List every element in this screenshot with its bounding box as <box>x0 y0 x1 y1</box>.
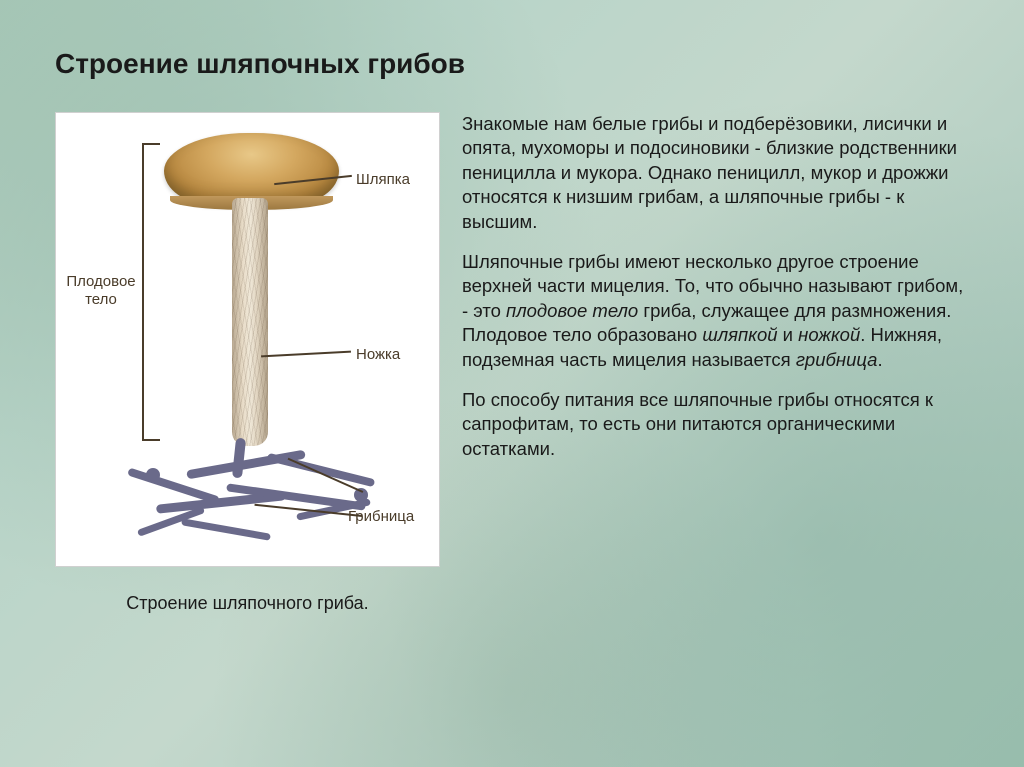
mycelium-label: Грибница <box>348 508 414 525</box>
p2-term-stem: ножкой <box>798 324 860 345</box>
fruitbody-bracket <box>142 143 160 441</box>
fruitbody-label-line1: Плодовое <box>66 273 135 290</box>
p2-text: . <box>877 349 882 370</box>
slide: Строение шляпочных грибов Плодовое тело <box>0 0 1024 644</box>
mushroom-cap <box>164 133 339 205</box>
paragraph-3: По способу питания все шляпочные грибы о… <box>462 388 969 461</box>
mushroom-stem <box>232 198 268 446</box>
mushroom-diagram: Плодовое тело <box>55 112 440 567</box>
stem-label-line <box>261 351 351 357</box>
mycelium-branch <box>232 438 246 479</box>
page-title: Строение шляпочных грибов <box>55 48 969 80</box>
p2-term-mycelium: грибница <box>796 349 878 370</box>
mycelium-branch <box>181 518 271 541</box>
paragraph-2: Шляпочные грибы имеют несколько другое с… <box>462 250 969 372</box>
p2-term-cap: шляпкой <box>702 324 777 345</box>
stem-label: Ножка <box>356 346 400 363</box>
fruitbody-label-line2: тело <box>85 291 117 308</box>
p2-term-fruitbody: плодовое тело <box>506 300 638 321</box>
fruitbody-label: Плодовое тело <box>62 273 140 309</box>
mycelium-branch <box>267 453 376 487</box>
content-row: Плодовое тело <box>55 112 969 614</box>
paragraph-1: Знакомые нам белые грибы и подберёзовики… <box>462 112 969 234</box>
right-column: Знакомые нам белые грибы и подберёзовики… <box>462 112 969 614</box>
diagram-caption: Строение шляпочного гриба. <box>55 593 440 614</box>
p2-text: и <box>778 324 799 345</box>
mushroom-mycelium <box>126 438 376 558</box>
left-column: Плодовое тело <box>55 112 440 614</box>
cap-label: Шляпка <box>356 171 410 188</box>
